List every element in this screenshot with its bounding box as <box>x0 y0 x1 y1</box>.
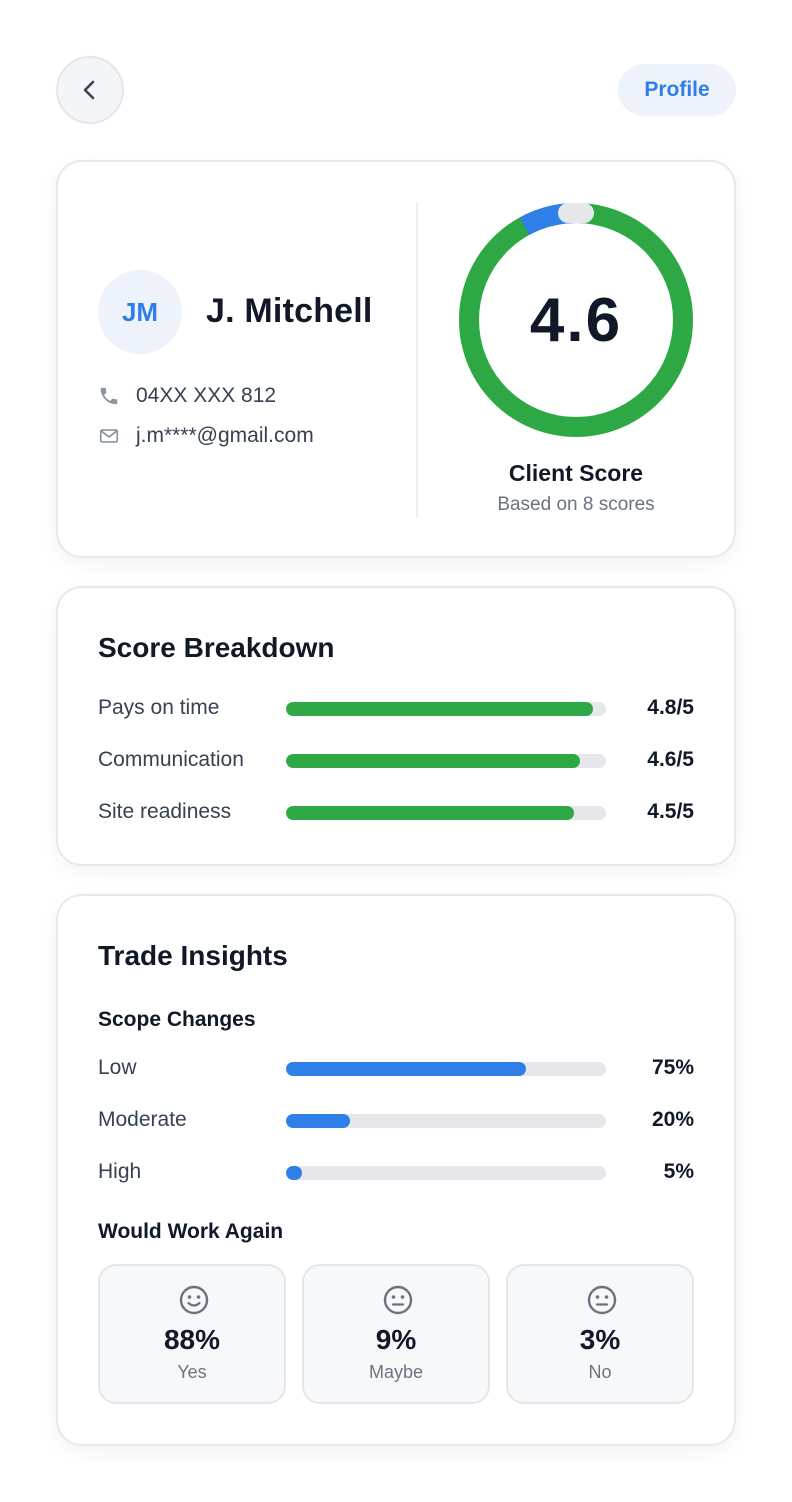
client-score-subtitle: Based on 8 scores <box>497 494 655 515</box>
breakdown-value: 4.8/5 <box>647 696 694 719</box>
mail-icon <box>98 425 120 447</box>
scope-value: 5% <box>663 1160 694 1183</box>
breakdown-value: 4.6/5 <box>647 748 694 771</box>
avatar: JM <box>98 270 182 354</box>
neutral-face-icon <box>383 1285 413 1315</box>
trade-insights-card: Trade Insights Scope Changes Low 75% Mod… <box>56 894 736 1446</box>
progress-track <box>286 806 606 820</box>
breakdown-label: Site readiness <box>98 800 232 823</box>
score-ring: 4.6 <box>458 202 694 438</box>
breakdown-value: 4.5/5 <box>647 800 694 823</box>
client-name: J. Mitchell <box>206 292 373 330</box>
back-button[interactable] <box>56 56 124 124</box>
scope-label: Low <box>98 1056 137 1079</box>
vote-percentage: 9% <box>375 1324 417 1355</box>
progress-fill <box>286 1114 350 1128</box>
breakdown-row: Communication 4.6/5 <box>98 746 694 776</box>
vote-percentage: 3% <box>579 1324 621 1355</box>
client-card: JM J. Mitchell 04XX XXX 812 j.m****@gmai… <box>56 160 736 558</box>
progress-track <box>286 1062 606 1076</box>
chevron-left-icon <box>83 80 95 100</box>
top-bar: Profile <box>0 0 792 160</box>
vote-label: Maybe <box>368 1362 424 1382</box>
would-work-again-title: Would Work Again <box>98 1220 284 1243</box>
smile-icon <box>179 1285 209 1315</box>
scope-value: 20% <box>651 1108 694 1131</box>
vote-label: No <box>588 1362 612 1382</box>
email-address: j.m****@gmail.com <box>136 424 314 447</box>
profile-button[interactable]: Profile <box>618 64 736 116</box>
scope-changes-title: Scope Changes <box>98 1008 256 1031</box>
progress-fill <box>286 702 593 716</box>
scope-row: Moderate 20% <box>98 1106 694 1136</box>
client-score-label: Client Score <box>508 460 644 486</box>
neutral-face-icon <box>587 1285 617 1315</box>
progress-fill <box>286 1166 302 1180</box>
vote-label: Yes <box>177 1362 207 1382</box>
email-row[interactable]: j.m****@gmail.com <box>98 424 314 448</box>
divider <box>416 202 418 518</box>
vote-percentage: 88% <box>163 1324 221 1355</box>
phone-number: 04XX XXX 812 <box>136 384 277 407</box>
phone-row[interactable]: 04XX XXX 812 <box>98 384 276 408</box>
progress-track <box>286 702 606 716</box>
breakdown-label: Communication <box>98 748 244 771</box>
vote-yes: 88% Yes <box>98 1264 286 1404</box>
progress-track <box>286 754 606 768</box>
score-breakdown-title: Score Breakdown <box>98 632 335 663</box>
scope-label: Moderate <box>98 1108 187 1131</box>
scope-row: Low 75% <box>98 1054 694 1084</box>
client-score-value: 4.6 <box>529 285 623 355</box>
phone-icon <box>98 385 120 407</box>
progress-fill <box>286 754 580 768</box>
vote-no: 3% No <box>506 1264 694 1404</box>
scope-row: High 5% <box>98 1158 694 1188</box>
progress-track <box>286 1114 606 1128</box>
progress-fill <box>286 806 574 820</box>
breakdown-label: Pays on time <box>98 696 220 719</box>
trade-insights-title: Trade Insights <box>98 940 288 971</box>
scope-value: 75% <box>651 1056 694 1079</box>
scope-label: High <box>98 1160 142 1183</box>
progress-fill <box>286 1062 526 1076</box>
breakdown-row: Pays on time 4.8/5 <box>98 694 694 724</box>
score-breakdown-card: Score Breakdown Pays on time 4.8/5 Commu… <box>56 586 736 866</box>
vote-maybe: 9% Maybe <box>302 1264 490 1404</box>
breakdown-row: Site readiness 4.5/5 <box>98 798 694 828</box>
progress-track <box>286 1166 606 1180</box>
